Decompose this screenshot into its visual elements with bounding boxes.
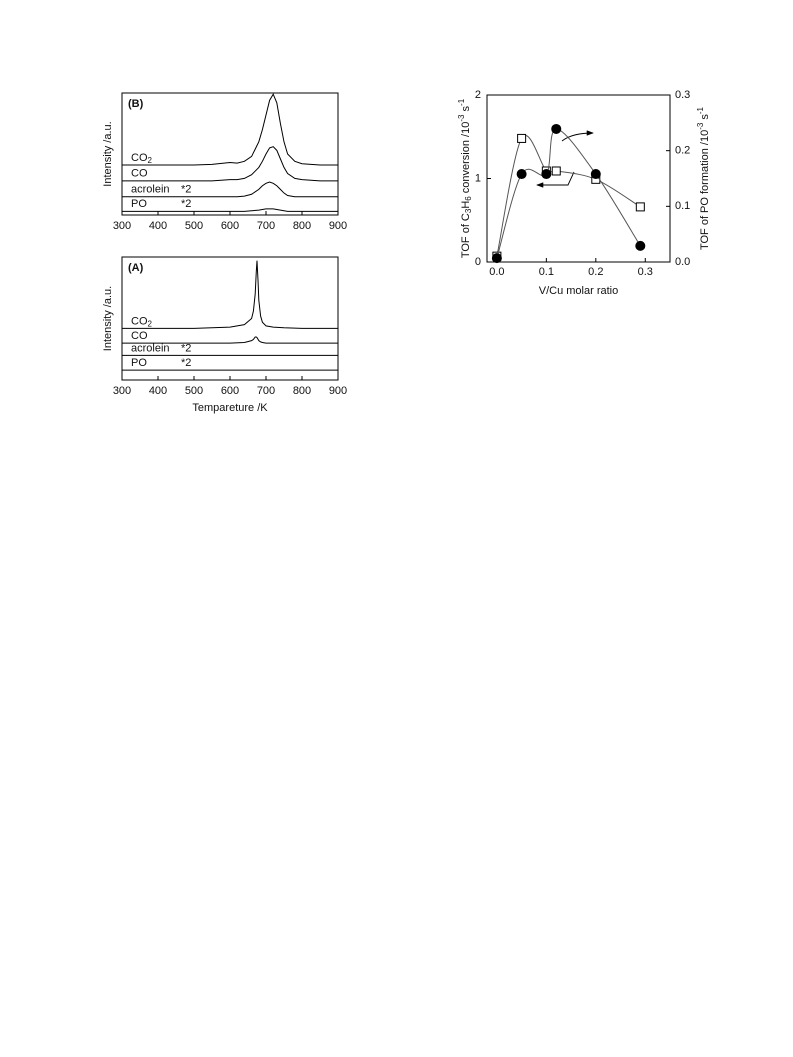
x-tick-label: 600 (221, 385, 239, 397)
circle-marker (541, 169, 552, 180)
axis-arrow-right (561, 130, 594, 142)
panel-label: (A) (128, 262, 144, 274)
series-label: CO2 (131, 152, 153, 165)
x-tick-label: 500 (185, 220, 203, 232)
trace (122, 336, 338, 344)
y-axis-label: Intensity /a.u. (102, 286, 114, 351)
text-part: 2 (148, 319, 153, 328)
x-tick-label: 900 (329, 220, 347, 232)
circle-marker (516, 169, 527, 180)
fit-curve (496, 128, 641, 259)
square-marker (551, 166, 561, 176)
x-tick-label: 800 (293, 220, 311, 232)
x-tick-label: 600 (221, 220, 239, 232)
x-tick-label: 800 (293, 385, 311, 397)
text-part: -3 (696, 122, 705, 130)
square-marker (517, 133, 527, 143)
scale-label: *2 (181, 357, 191, 369)
x-tick-label: 700 (257, 385, 275, 397)
y2-axis-label: TOF of PO formation /10-3 s-1 (696, 106, 711, 250)
series-label: CO2 (131, 315, 153, 328)
trace (122, 260, 338, 329)
y-tick-label: 1 (475, 172, 481, 184)
text-part: s (460, 105, 472, 114)
scale-label: *2 (181, 198, 191, 210)
text-part: CO (131, 315, 148, 327)
scale-label: *2 (181, 342, 191, 354)
circle-marker (590, 169, 601, 180)
text-part: 3 (464, 208, 473, 213)
trace (122, 146, 338, 182)
panel-label: (B) (128, 98, 144, 110)
circle-marker (551, 123, 562, 134)
series-label: CO (131, 330, 148, 342)
text-part: TOF of PO formation /10 (699, 130, 711, 250)
text-part: -1 (696, 106, 705, 114)
text-part: TOF of C (460, 213, 472, 258)
x-tick-label: 0.3 (638, 266, 653, 278)
x-tick-label: 0.1 (539, 266, 554, 278)
text-part: 6 (464, 196, 473, 201)
text-part: s (699, 114, 711, 123)
trace (122, 208, 338, 212)
circle-marker (491, 253, 502, 264)
y2-tick-label: 0.0 (675, 256, 690, 268)
square-marker (635, 202, 645, 212)
y-tick-label: 2 (475, 89, 481, 101)
x-axis-label: Tempareture /K (192, 402, 268, 414)
x-axis-label: V/Cu molar ratio (539, 285, 618, 297)
text-part: conversion /10 (460, 122, 472, 197)
series-label: acrolein (131, 342, 170, 354)
x-tick-label: 900 (329, 385, 347, 397)
axis-arrow-left (536, 171, 575, 188)
series-label: CO (131, 168, 148, 180)
x-tick-label: 0.2 (588, 266, 603, 278)
trace (122, 93, 338, 166)
circle-marker (635, 240, 646, 251)
series-label: PO (131, 198, 147, 210)
series-label: PO (131, 357, 147, 369)
x-tick-label: 500 (185, 385, 203, 397)
text-part: CO (131, 152, 148, 164)
x-tick-label: 400 (149, 385, 167, 397)
y-axis-label: TOF of C3H6 conversion /10-3 s-1 (457, 98, 473, 258)
text-part: -1 (457, 98, 466, 106)
scale-label: *2 (181, 184, 191, 196)
y2-tick-label: 0.3 (675, 89, 690, 101)
y-axis-label: Intensity /a.u. (102, 121, 114, 186)
y2-tick-label: 0.2 (675, 145, 690, 157)
y2-tick-label: 0.1 (675, 200, 690, 212)
text-part: H (460, 201, 472, 209)
text-part: 2 (148, 156, 153, 165)
series-label: acrolein (131, 184, 170, 196)
x-tick-label: 0.0 (489, 266, 504, 278)
text-part: -3 (457, 114, 466, 122)
y-tick-label: 0 (475, 256, 481, 268)
x-tick-label: 400 (149, 220, 167, 232)
trace (122, 181, 338, 198)
x-tick-label: 300 (113, 220, 131, 232)
x-tick-label: 700 (257, 220, 275, 232)
x-tick-label: 300 (113, 385, 131, 397)
